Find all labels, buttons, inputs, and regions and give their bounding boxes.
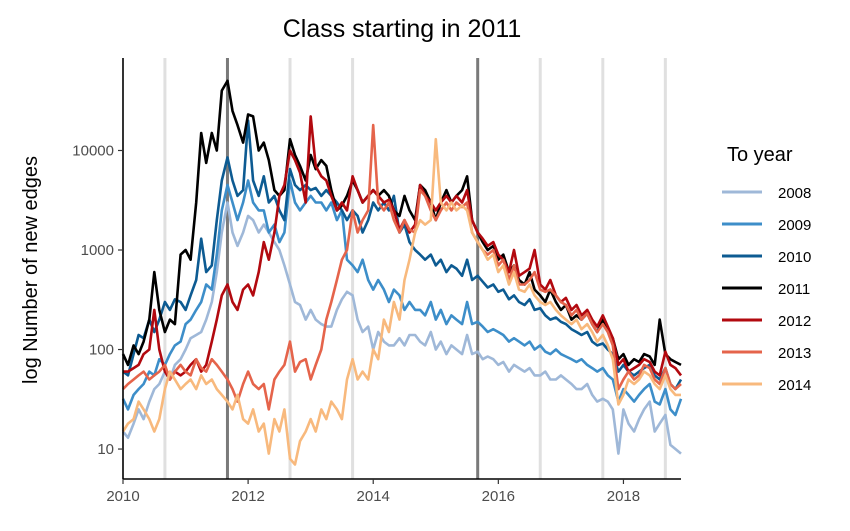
y-tick-label-100: 100 xyxy=(89,342,114,359)
y-tick-label-10000: 10000 xyxy=(72,142,114,159)
legend: To year 2008 2009 2010 2011 2012 2013 2014 xyxy=(722,144,811,394)
x-tick-label-2016: 2016 xyxy=(482,488,515,505)
legend-label-2009: 2009 xyxy=(778,217,811,234)
legend-title: To year xyxy=(727,144,793,166)
y-axis-label: log Number of new edges xyxy=(20,156,42,384)
y-tick-label-1000: 1000 xyxy=(81,242,114,259)
series-line-2013 xyxy=(122,123,682,411)
series-line-2008 xyxy=(121,201,682,455)
series-lines xyxy=(121,79,683,466)
x-tick-label-2010: 2010 xyxy=(106,488,139,505)
legend-label-2014: 2014 xyxy=(778,377,811,394)
legend-label-2008: 2008 xyxy=(778,185,811,202)
axes: 10 100 1000 10000 2010 2012 2014 2016 2018 xyxy=(72,58,681,505)
legend-label-2011: 2011 xyxy=(778,281,810,298)
y-tick-label-10: 10 xyxy=(97,441,114,458)
legend-label-2010: 2010 xyxy=(778,249,811,266)
series-line-2014 xyxy=(121,137,681,466)
legend-label-2013: 2013 xyxy=(778,345,811,362)
x-tick-label-2014: 2014 xyxy=(357,488,390,505)
legend-label-2012: 2012 xyxy=(778,313,811,330)
chart-title: Class starting in 2011 xyxy=(283,15,522,43)
grid-lines xyxy=(163,58,667,479)
x-tick-label-2018: 2018 xyxy=(607,488,640,505)
x-tick-label-2012: 2012 xyxy=(231,488,264,505)
